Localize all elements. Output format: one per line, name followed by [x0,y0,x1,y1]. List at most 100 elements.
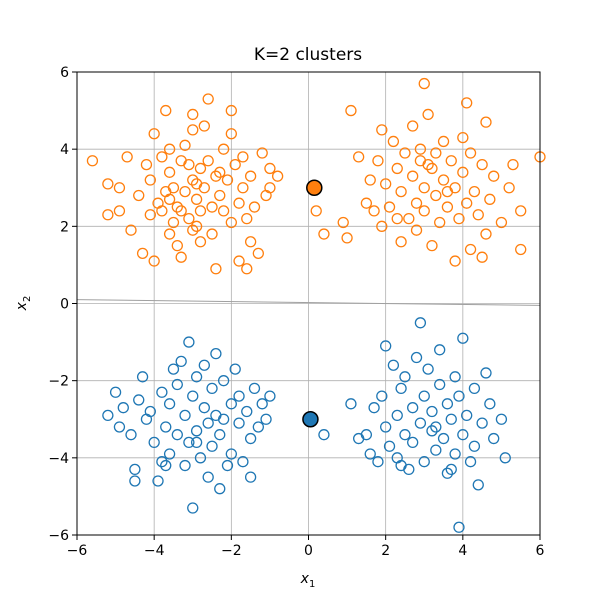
data-point-upper [160,104,172,117]
data-point-lower [152,475,164,487]
data-point-upper [210,170,222,182]
data-point-lower [426,425,438,437]
data-point-upper [210,263,222,275]
data-point-lower [210,409,222,422]
data-point-upper [167,216,180,229]
data-point-upper [144,209,156,221]
data-point-lower [233,390,245,402]
data-point-upper [445,155,457,167]
data-point-upper [341,232,353,244]
data-point-lower [210,348,222,360]
data-point-lower [233,417,245,429]
data-point-upper [217,143,230,155]
data-point-lower [125,429,137,441]
boundary-line [76,299,541,306]
grid-lines [76,71,541,536]
data-point-lower [453,390,465,402]
data-point-lower [364,448,376,460]
data-point-lower [368,402,380,414]
data-point-upper [217,205,230,217]
data-point-lower [445,463,457,476]
data-point-upper [461,97,473,109]
data-point-upper [476,251,488,263]
data-point-lower [190,425,203,437]
data-point-upper [140,158,153,171]
x-tick-label: 0 [304,543,313,559]
data-point-lower [225,448,237,460]
y-tick-label: 0 [60,297,69,313]
data-point-lower [171,378,183,391]
data-point-upper [376,124,388,136]
data-point-upper [410,197,423,209]
data-point-upper [206,228,218,240]
data-point-lower [441,467,454,479]
data-point-lower [206,382,218,395]
data-point-upper [194,205,207,217]
y-tick-label: −2 [48,374,69,390]
data-point-upper [183,158,195,171]
data-point-upper [202,155,214,167]
data-point-upper [515,243,527,256]
data-point-upper [368,205,380,217]
data-point-lower [461,409,473,422]
data-point-lower [248,382,261,395]
data-point-upper [198,182,210,194]
data-point-upper [468,185,481,198]
data-point-upper [410,224,423,236]
data-point-lower [202,471,214,483]
data-point-upper [353,151,365,163]
data-point-lower [148,436,160,449]
y-tick-label: 2 [60,219,69,235]
data-point-upper [252,247,264,259]
data-point-lower [380,340,392,352]
data-point-upper [233,197,245,209]
data-point-lower [434,378,446,391]
data-point-lower [229,363,241,375]
data-point-upper [225,216,237,229]
data-point-upper [515,205,527,217]
data-point-upper [391,212,403,225]
data-point-lower [391,409,403,422]
data-point-upper [190,220,203,232]
data-point-upper [426,239,438,252]
data-point-upper [395,185,407,198]
data-point-lower [422,363,434,375]
data-point-upper [476,158,488,171]
data-point-upper [194,162,207,175]
data-point-upper [233,255,245,267]
data-point-lower [484,398,496,410]
data-point-lower [437,432,450,445]
data-point-upper [418,77,430,90]
data-point-upper [244,236,257,248]
y-tick-label: 4 [60,142,69,158]
data-point-upper [171,239,183,252]
data-point-upper [244,170,257,182]
data-point-lower [449,448,461,460]
data-point-upper [414,143,427,155]
y-axis-ticks: −6 −4 −2 0 2 4 6 [48,65,77,544]
data-point-upper [507,158,519,171]
data-point-lower [217,413,230,425]
data-point-upper [480,116,492,128]
data-point-lower [156,456,168,468]
data-point-upper [418,182,430,194]
data-point-upper [171,201,183,213]
data-point-upper [163,143,176,155]
data-point-lower [129,463,141,476]
data-point-upper [102,178,114,190]
data-point-lower [171,429,183,441]
data-point-lower [430,421,442,433]
data-point-upper [125,224,137,236]
data-point-upper [430,147,442,159]
data-point-upper [175,155,187,167]
data-point-upper [376,220,388,232]
data-point-upper [264,182,276,194]
data-point-upper [175,251,187,263]
data-point-upper [241,263,253,275]
data-point-upper [318,228,330,240]
y-tick-label: 6 [60,65,69,81]
data-point-upper [461,197,473,209]
data-point-upper [437,135,450,148]
data-point-upper [144,174,156,186]
